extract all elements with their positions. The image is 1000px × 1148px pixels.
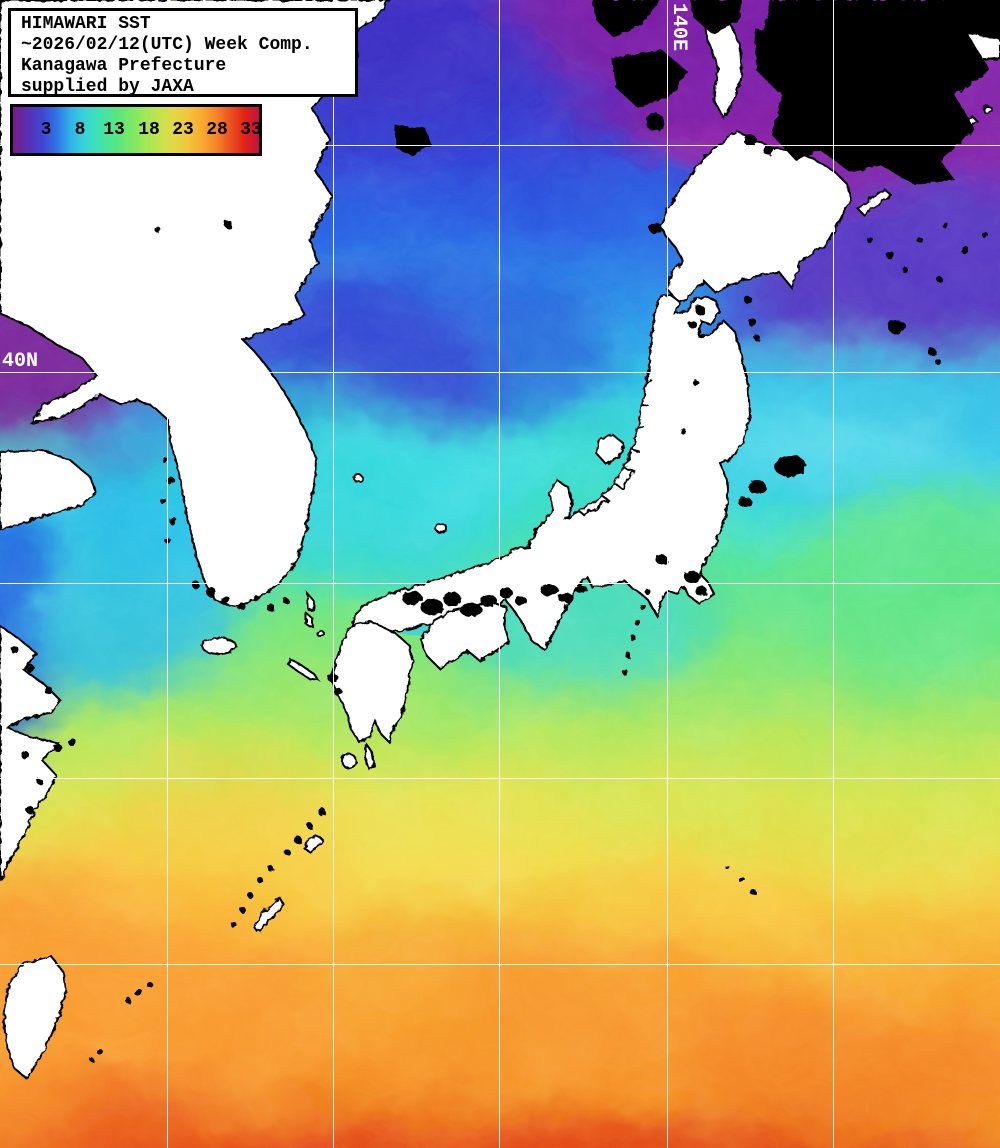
parallel-label-40n: 40N: [2, 350, 39, 373]
land-iki: [317, 630, 325, 638]
land-tanegashima: [363, 741, 376, 771]
grid-parallel-5: [0, 964, 1000, 965]
land-jeju: [201, 637, 237, 655]
land-shikoku: [419, 600, 511, 670]
scale-tick-18: 18: [138, 120, 160, 140]
cloud-ice-layer: [11, 0, 1000, 1062]
grid-meridian-3: [499, 0, 500, 1148]
land-tsushima: [305, 589, 317, 629]
land-taiwan: [2, 954, 68, 1080]
scale-tick-3: 3: [40, 120, 52, 140]
scale-tick-8: 8: [74, 120, 86, 140]
grid-parallel-3: [0, 583, 1000, 584]
title-line-2: ~2026/02/12(UTC) Week Comp.: [21, 35, 313, 55]
land-kuril-1: [856, 187, 893, 217]
land-amami: [303, 834, 324, 854]
title-line-4: supplied by JAXA: [21, 77, 194, 97]
grid-parallel-1: [0, 145, 1000, 146]
grid-parallel-4: [0, 778, 1000, 779]
land-hokkaido: [658, 129, 853, 304]
scale-tick-33: 33: [240, 120, 262, 140]
grid-meridian-5: [833, 0, 834, 1148]
grid-meridian-2: [333, 0, 334, 1148]
title-line-3: Kanagawa Prefecture: [21, 56, 227, 76]
scale-tick-28: 28: [206, 120, 228, 140]
land-shandong: [0, 448, 98, 532]
land-goto: [286, 657, 321, 682]
land-sado: [594, 432, 626, 466]
scale-tick-13: 13: [103, 120, 125, 140]
title-line-1: HIMAWARI SST: [21, 14, 151, 34]
meridian-label-140e: 140E: [667, 3, 690, 52]
land-oki: [435, 522, 447, 534]
scale-tick-23: 23: [172, 120, 194, 140]
grid-meridian-1: [167, 0, 168, 1148]
title-box: HIMAWARI SST ~2026/02/12(UTC) Week Comp.…: [8, 8, 358, 97]
land-okinawa: [253, 896, 285, 934]
color-scale-bar: 3 8 13 18 23 28 33: [10, 104, 262, 156]
land-yakushima: [341, 753, 357, 769]
grid-meridian-140e: [667, 0, 668, 1148]
land-ulleungdo: [353, 473, 363, 483]
land-kuril-4: [983, 105, 993, 115]
grid-parallel-40n: [0, 372, 1000, 373]
